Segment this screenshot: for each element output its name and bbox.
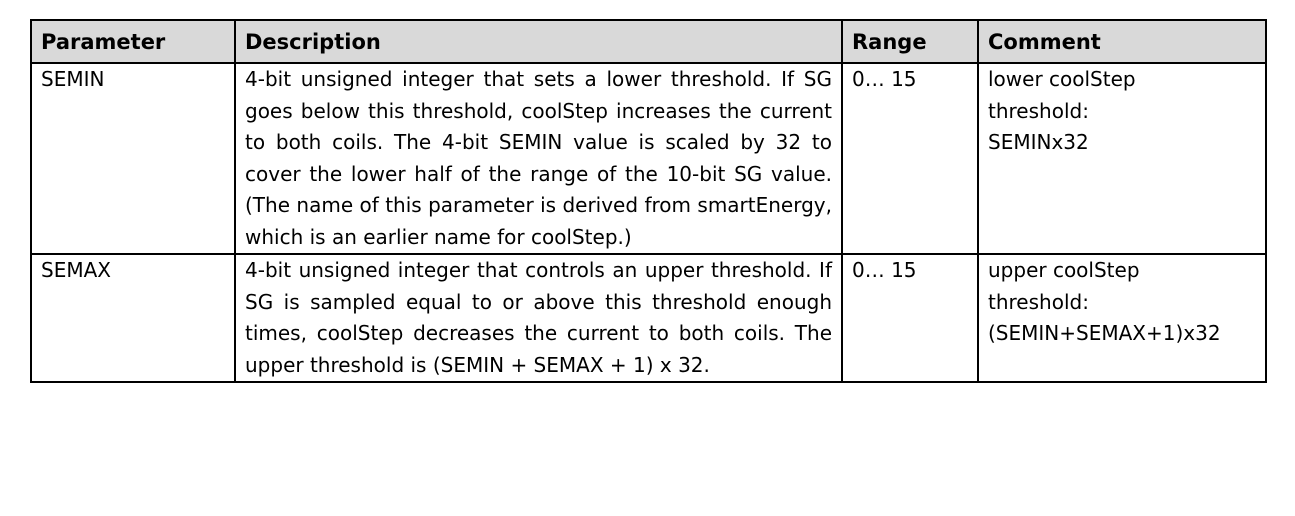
range-cell: 0… 15 — [841, 62, 979, 255]
description-cell: 4-bit unsigned integer that sets a lower… — [234, 62, 843, 255]
table-row: SEMAX 4-bit unsigned integer that contro… — [30, 253, 1267, 383]
table-header-row: Parameter Description Range Comment — [30, 19, 1267, 64]
parameter-cell: SEMAX — [30, 253, 236, 383]
comment-cell: upper coolStep threshold: (SEMIN+SEMAX+1… — [977, 253, 1267, 383]
comment-cell: lower coolStep threshold: SEMINx32 — [977, 62, 1267, 255]
description-cell: 4-bit unsigned integer that controls an … — [234, 253, 843, 383]
header-description: Description — [234, 19, 843, 64]
parameter-cell: SEMIN — [30, 62, 236, 255]
table-row: SEMIN 4-bit unsigned integer that sets a… — [30, 62, 1267, 255]
range-cell: 0… 15 — [841, 253, 979, 383]
header-range: Range — [841, 19, 979, 64]
header-parameter: Parameter — [30, 19, 236, 64]
parameter-table: Parameter Description Range Comment SEMI… — [30, 19, 1267, 383]
header-comment: Comment — [977, 19, 1267, 64]
